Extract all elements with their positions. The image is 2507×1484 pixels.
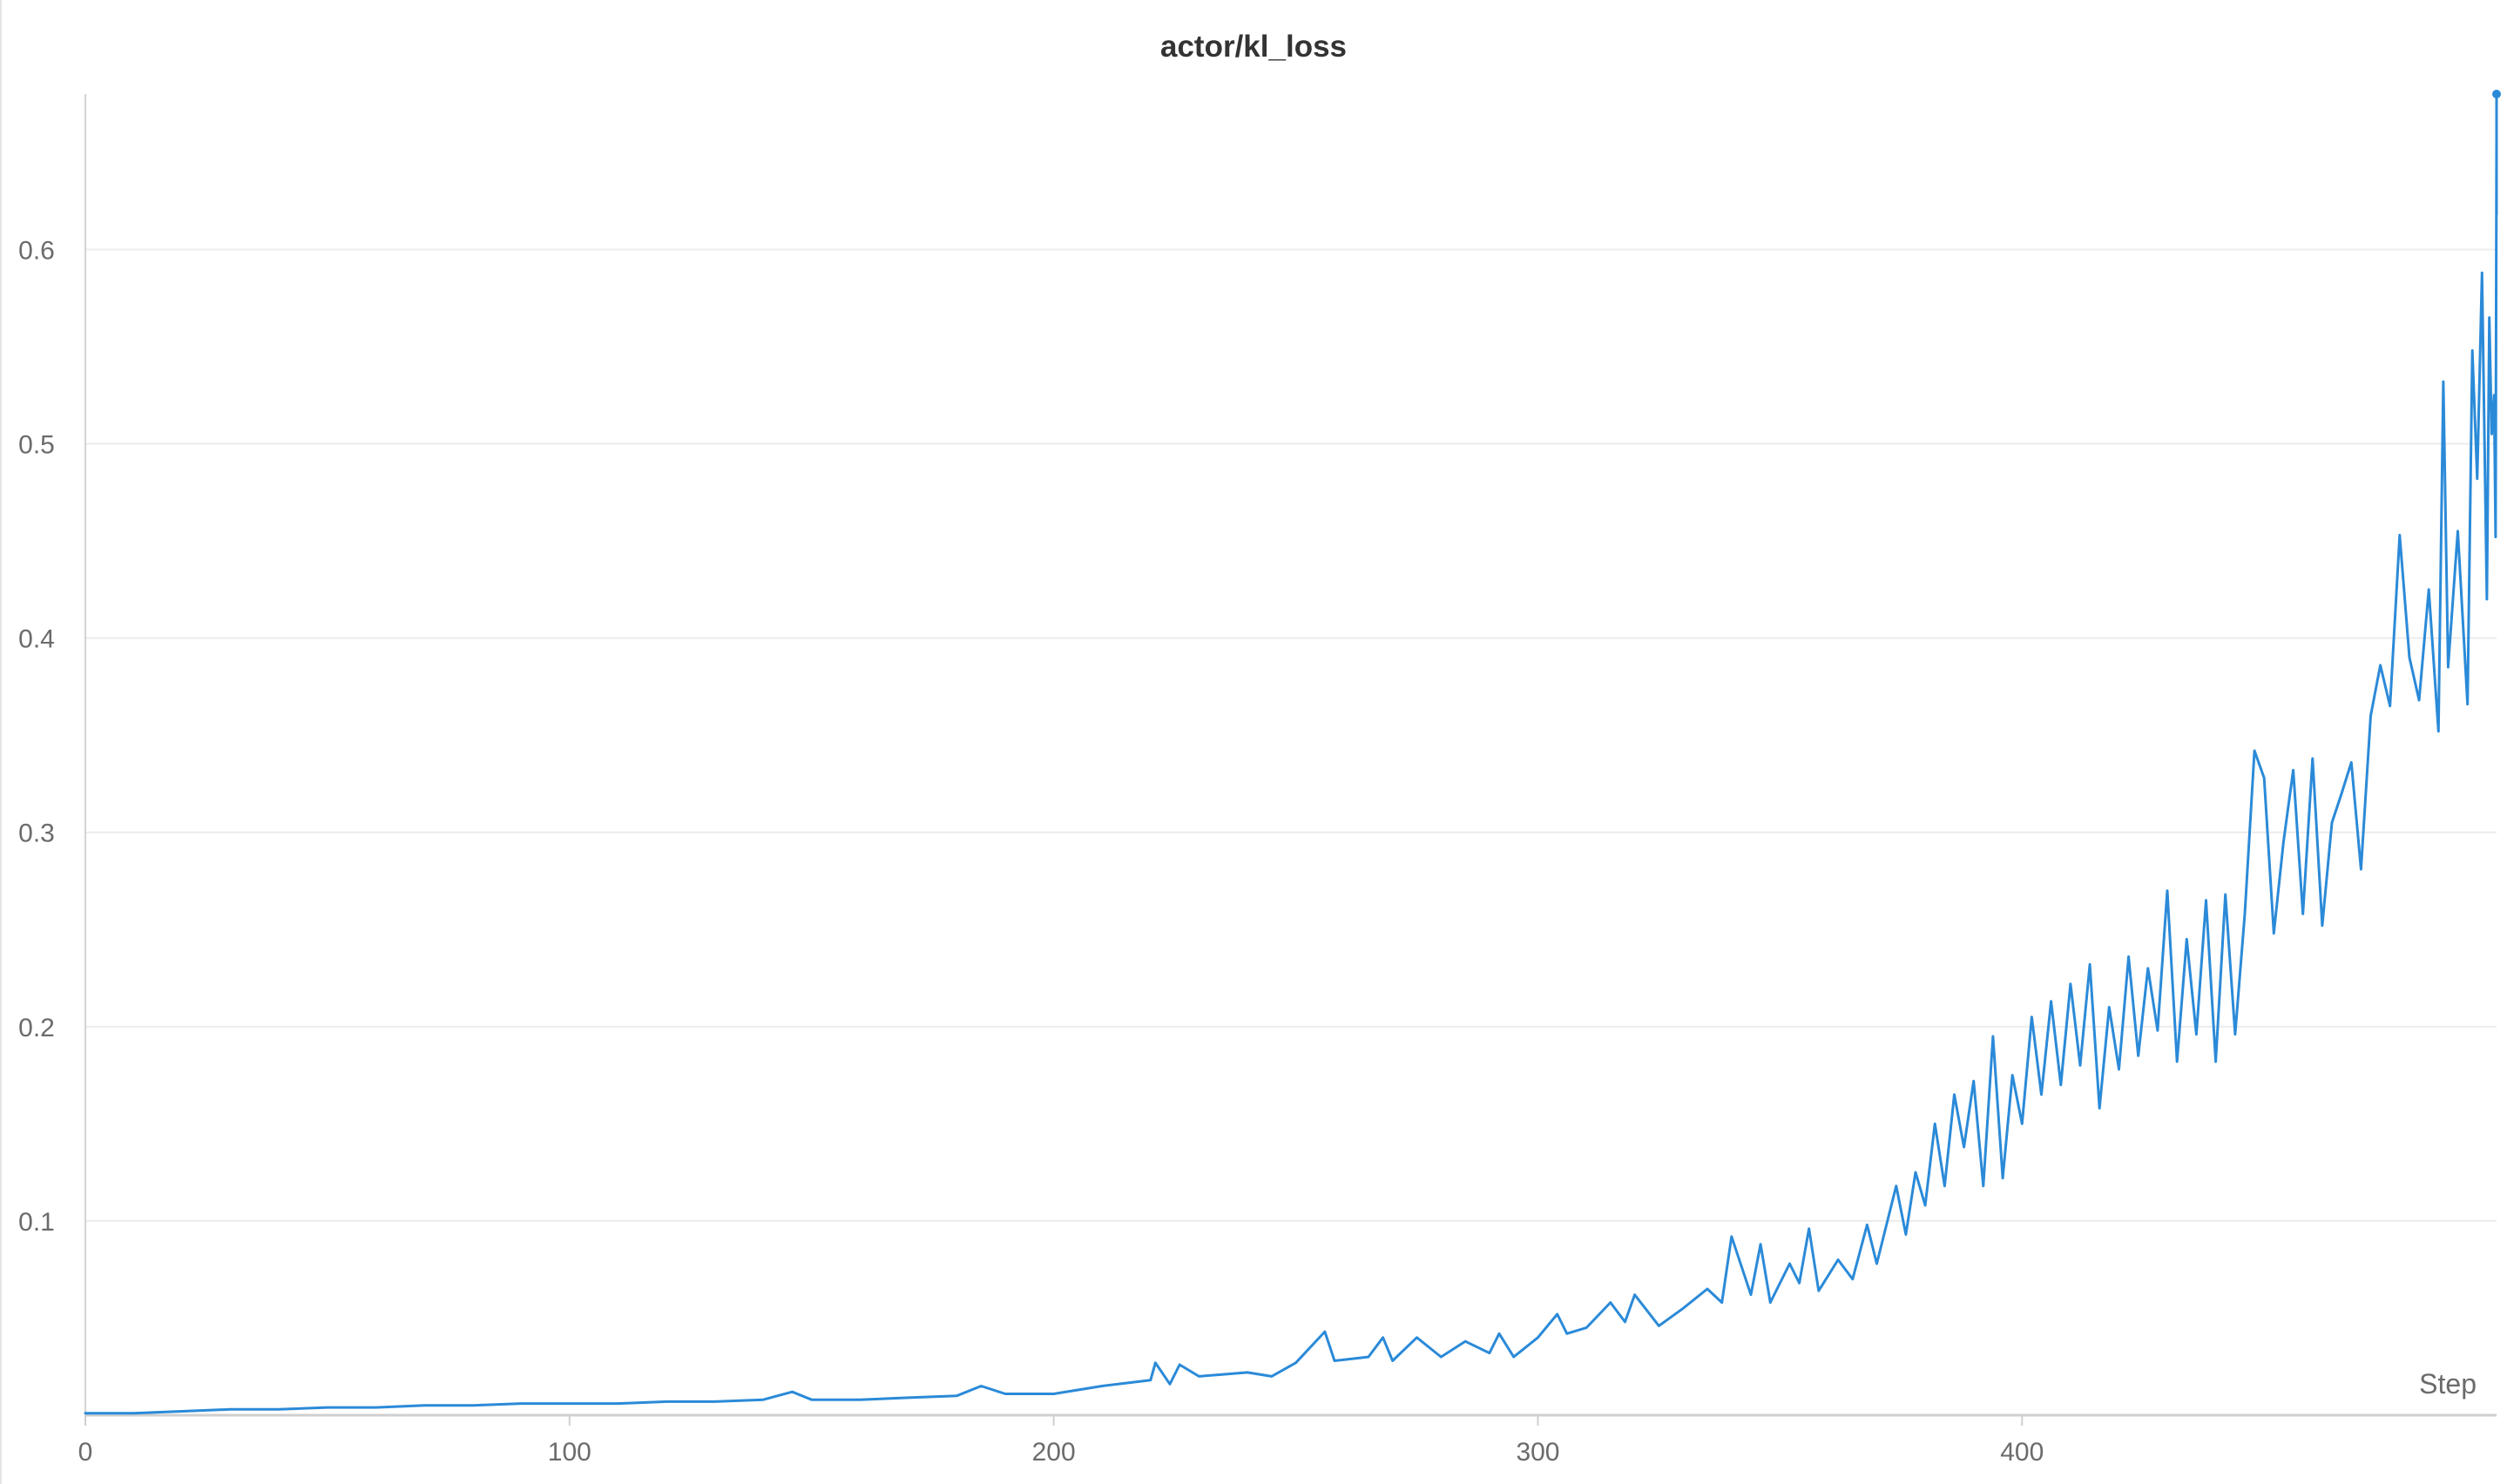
panel-left-border <box>0 0 2 1484</box>
x-tick-label: 100 <box>548 1438 591 1467</box>
axes <box>84 94 2497 1417</box>
series-group[interactable] <box>84 90 2501 1415</box>
chart-title: actor/kl_loss <box>1160 30 1347 64</box>
y-tick-label: 0.3 <box>18 820 55 848</box>
x-tick-label: 0 <box>78 1438 93 1467</box>
y-tick-label: 0.2 <box>18 1014 55 1042</box>
gridlines <box>85 248 2497 1222</box>
y-tick-label: 0.5 <box>18 431 55 460</box>
y-tick-label: 0.4 <box>18 625 55 654</box>
x-axis-label: Step <box>2419 1368 2477 1400</box>
y-tick-label: 0.6 <box>18 236 55 265</box>
x-axis-ticks: 0 100 200 300 400 <box>78 1415 2044 1467</box>
x-tick-label: 300 <box>1516 1438 1559 1467</box>
y-axis-ticks: 0.1 0.2 0.3 0.4 0.5 0.6 <box>18 236 55 1236</box>
last-point-marker[interactable] <box>2492 90 2501 98</box>
y-tick-label: 0.1 <box>18 1208 55 1237</box>
x-tick-label: 400 <box>2000 1438 2044 1467</box>
x-tick-label: 200 <box>1032 1438 1076 1467</box>
series-line[interactable] <box>84 92 2498 1415</box>
